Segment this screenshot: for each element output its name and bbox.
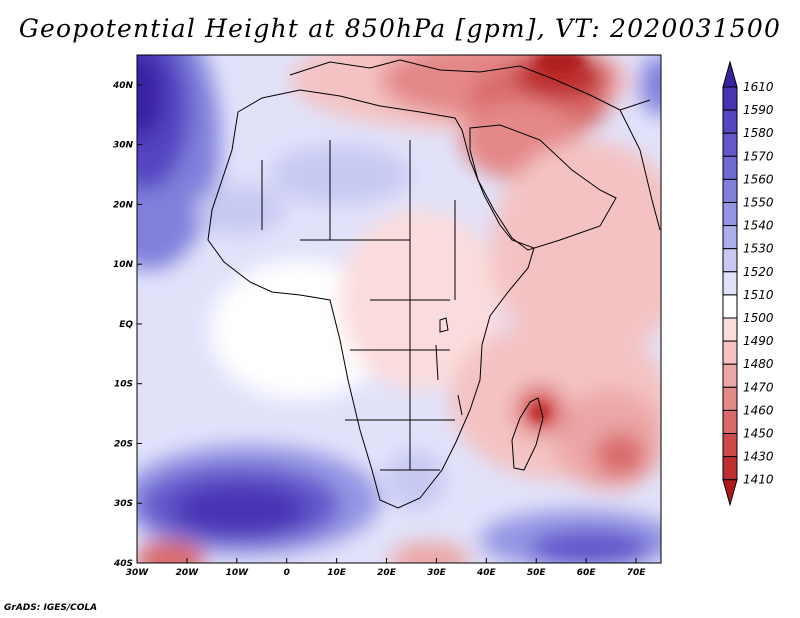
colorbar-level: 1510 <box>743 288 774 302</box>
colorbar-level: 1530 <box>743 242 774 256</box>
lon-label: 40E <box>476 568 497 578</box>
colorbar-swatch <box>722 456 738 481</box>
grads-credit: GrADS: IGES/COLA <box>4 603 98 613</box>
colorbar-level: 1540 <box>743 219 774 233</box>
lon-label: 20E <box>377 568 397 578</box>
lat-label: EQ <box>119 320 133 330</box>
lon-label: 30E <box>427 568 447 578</box>
colorbar-level: 1520 <box>743 265 774 279</box>
colorbar-level: 1560 <box>743 172 774 186</box>
lat-label: 40N <box>112 81 134 91</box>
colorbar: 1610 1590 1580 1570 1560 1550 1540 1530 1520 1510… <box>722 60 774 507</box>
colorbar-swatch <box>722 155 738 180</box>
colorbar-swatch <box>722 433 738 458</box>
lat-label: 30N <box>113 141 134 151</box>
colorbar-level: 1590 <box>743 103 774 117</box>
colorbar-swatch <box>722 225 738 250</box>
lon-label: 0 <box>284 568 290 578</box>
map-frame <box>136 54 662 564</box>
colorbar-swatch <box>722 202 738 227</box>
colorbar-level: 1460 <box>743 403 774 417</box>
latitude-axis: 40N 30N 20N 10N EQ 10S 20S 30S 40S <box>112 81 142 569</box>
colorbar-level: 1550 <box>743 196 774 210</box>
lat-label: 40S <box>113 559 133 569</box>
lon-label: 30W <box>126 568 150 578</box>
coastlines <box>207 59 661 509</box>
colorbar-swatch <box>722 178 738 203</box>
colorbar-level: 1500 <box>743 311 774 325</box>
map-title: Geopotential Height at 850hPa [gpm], VT:… <box>18 14 782 43</box>
colorbar-level: 1490 <box>743 334 774 348</box>
colorbar-swatch <box>722 86 738 111</box>
colorbar-level: 1480 <box>743 357 774 371</box>
lon-label: 10W <box>226 568 250 578</box>
colorbar-level: 1450 <box>743 427 774 441</box>
colorbar-swatch <box>722 109 738 134</box>
lon-label: 20W <box>176 568 200 578</box>
lat-label: 20S <box>114 439 133 449</box>
colorbar-level: 1410 <box>743 473 774 487</box>
colorbar-level: 1470 <box>743 380 774 394</box>
lon-label: 50E <box>527 568 547 578</box>
colorbar-swatch <box>722 317 738 342</box>
lat-label: 10N <box>113 260 134 270</box>
colorbar-level: 1570 <box>743 149 774 163</box>
colorbar-swatch <box>722 409 738 434</box>
colorbar-swatch <box>722 294 738 319</box>
height-field <box>137 55 661 563</box>
lat-label: 30S <box>114 499 133 509</box>
lon-label: 70E <box>627 568 647 578</box>
colorbar-swatch <box>722 248 738 273</box>
lon-label: 10E <box>327 568 347 578</box>
colorbar-level: 1430 <box>743 450 774 464</box>
colorbar-swatch <box>722 271 738 296</box>
lat-label: 20N <box>113 200 134 210</box>
colorbar-level: 1580 <box>743 126 774 140</box>
lon-label: 60E <box>577 568 597 578</box>
colorbar-top-arrow <box>722 60 738 88</box>
colorbar-swatch <box>722 340 738 365</box>
colorbar-level: 1610 <box>743 80 774 94</box>
longitude-axis: 30W 20W 10W 0 10E 20E 30E 40E 50E 60E 70E <box>126 558 646 578</box>
colorbar-swatch <box>722 363 738 388</box>
colorbar-swatch <box>722 132 738 157</box>
lat-label: 10S <box>114 380 133 390</box>
colorbar-swatch <box>722 386 738 411</box>
colorbar-bottom-arrow <box>722 479 738 507</box>
